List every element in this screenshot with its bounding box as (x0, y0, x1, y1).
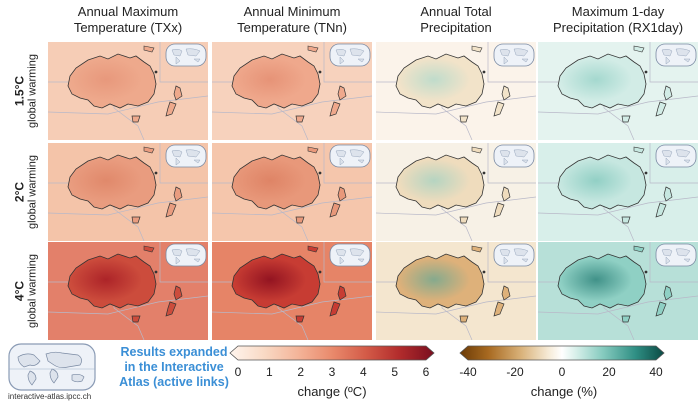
world-map-inset-icon (329, 243, 371, 267)
world-map-inset-icon (165, 43, 207, 67)
world-map-inset-icon (655, 144, 697, 168)
temperature-tick-label: 6 (422, 365, 430, 379)
map-panel-txx-1p5c[interactable] (48, 42, 208, 140)
world-map-inset-icon (493, 243, 535, 267)
row-sub: global warming (26, 254, 39, 328)
column-title-tnn: Annual Minimum Temperature (TNn) (237, 4, 347, 35)
map-panel-tnn-1p5c[interactable] (212, 42, 372, 140)
atlas-world-map-thumbnail[interactable] (8, 343, 96, 391)
precipitation-colorbar-label: change (%) (530, 384, 598, 399)
map-panel-total-precipitation-4c[interactable] (376, 242, 536, 340)
row-sub: global warming (26, 54, 39, 128)
map-panel-tnn-2c[interactable] (212, 143, 372, 241)
world-map-inset-icon (329, 43, 371, 67)
map-panel-rx1day-1p5c[interactable] (538, 42, 698, 140)
row-label-2c: 2°C global warming (4, 143, 48, 241)
temperature-tick-label: 5 (391, 365, 398, 379)
temperature-tick-label: 4 (359, 365, 367, 379)
map-panel-txx-4c[interactable] (48, 242, 208, 340)
precipitation-tick-label: -20 (506, 365, 524, 379)
world-map-inset-icon (329, 144, 371, 168)
world-map-inset-icon (493, 43, 535, 67)
world-map-inset-icon (493, 144, 535, 168)
map-panel-rx1day-4c[interactable] (538, 242, 698, 340)
world-map-inset-icon (655, 243, 697, 267)
row-level: 1.5°C (12, 75, 27, 107)
map-panel-tnn-4c[interactable] (212, 242, 372, 340)
precipitation-tick-label: 20 (602, 365, 616, 379)
temperature-tick-label: 3 (328, 365, 336, 379)
precipitation-tick-label: -40 (459, 365, 477, 379)
row-label-4c: 4°C global warming (4, 242, 48, 340)
column-title-txx: Annual Maximum Temperature (TXx) (73, 4, 183, 35)
map-panel-rx1day-2c[interactable] (538, 143, 698, 241)
temperature-tick-label: 2 (297, 365, 304, 379)
atlas-link-text[interactable]: Results expanded in the Interactive Atla… (119, 345, 229, 389)
map-panel-total-precipitation-2c[interactable] (376, 143, 536, 241)
precipitation-tick-label: 0 (558, 365, 566, 379)
map-panel-txx-2c[interactable] (48, 143, 208, 241)
atlas-url[interactable]: interactive-atlas.ipcc.ch (8, 392, 92, 401)
row-level: 4°C (12, 280, 27, 302)
column-title-rx1day: Maximum 1-day Precipitation (RX1day) (552, 4, 684, 35)
temperature-tick-label: 0 (234, 365, 242, 379)
row-sub: global warming (26, 155, 39, 229)
precipitation-tick-label: 40 (649, 365, 663, 379)
precipitation-colorbar (458, 344, 666, 362)
temperature-colorbar-label: change (ºC) (297, 384, 367, 399)
world-map-inset-icon (655, 43, 697, 67)
temperature-tick-label: 1 (265, 365, 273, 379)
temperature-colorbar (228, 344, 436, 362)
row-level: 2°C (12, 181, 27, 203)
column-title-total-precipitation: Annual Total Precipitation (420, 4, 492, 35)
row-label-1p5c: 1.5°C global warming (4, 42, 48, 140)
world-map-inset-icon (165, 243, 207, 267)
world-map-inset-icon (165, 144, 207, 168)
map-panel-total-precipitation-1p5c[interactable] (376, 42, 536, 140)
